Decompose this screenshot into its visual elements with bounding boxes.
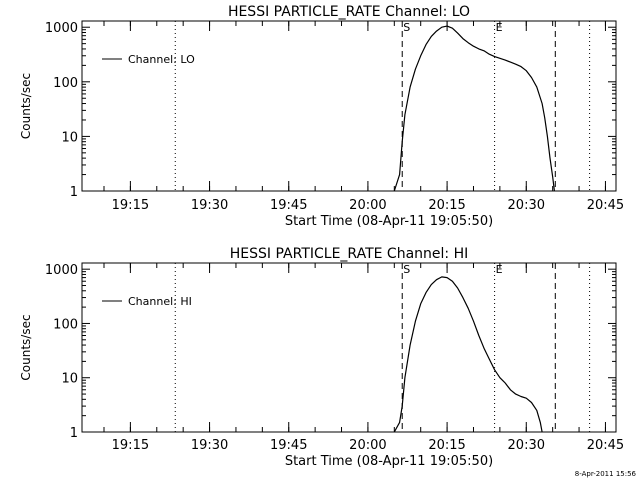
x-tick-label: 20:30 — [508, 198, 545, 213]
x-axis-label: Start Time (08-Apr-11 19:05:50) — [285, 214, 493, 229]
x-tick-label: 19:30 — [191, 438, 228, 453]
x-tick-label: 19:30 — [191, 198, 228, 213]
plot-frame — [81, 20, 617, 192]
x-axis-label: Start Time (08-Apr-11 19:05:50) — [285, 454, 493, 469]
series-line — [393, 276, 543, 433]
generation-timestamp: 8-Apr-2011 15:56 — [575, 470, 637, 478]
x-tick-label: 20:30 — [508, 438, 545, 453]
x-tick-label: 19:45 — [270, 438, 307, 453]
chart-title: HESSI PARTICLE_RATE Channel: HI — [230, 246, 468, 262]
x-tick-label: 20:45 — [587, 198, 624, 213]
y-tick-label: 1 — [70, 185, 78, 200]
y-tick-label: 1000 — [45, 21, 78, 36]
y-tick-label: 1 — [70, 426, 78, 441]
legend-label: Channel: HI — [128, 295, 192, 308]
y-tick-label: 1000 — [45, 263, 78, 278]
x-tick-label: 20:15 — [428, 438, 465, 453]
marker-label: E — [496, 21, 503, 34]
x-tick-label: 19:45 — [270, 198, 307, 213]
y-tick-label: 100 — [53, 317, 78, 332]
panel-hi: HESSI PARTICLE_RATE Channel: HI Counts/se… — [19, 246, 624, 469]
y-tick-label: 100 — [53, 76, 78, 91]
y-tick-label: 10 — [61, 130, 78, 145]
marker-label: S — [403, 21, 410, 34]
x-tick-label: 20:00 — [349, 438, 386, 453]
panel-lo: HESSI PARTICLE_RATE Channel: LO Counts/se… — [19, 4, 624, 229]
y-axis-label: Counts/sec — [19, 314, 33, 380]
chart-title: HESSI PARTICLE_RATE Channel: LO — [228, 4, 470, 20]
y-tick-label: 10 — [61, 372, 78, 387]
marker-label: E — [496, 263, 503, 276]
x-tick-label: 20:15 — [428, 198, 465, 213]
y-axis-label: Counts/sec — [19, 73, 33, 139]
legend-label: Channel: LO — [128, 53, 195, 66]
x-tick-label: 19:15 — [112, 198, 149, 213]
x-tick-label: 20:45 — [587, 438, 624, 453]
plot-frame — [81, 262, 617, 433]
x-tick-label: 20:00 — [349, 198, 386, 213]
series-line — [393, 25, 555, 192]
marker-label: S — [403, 263, 410, 276]
x-tick-label: 19:15 — [112, 438, 149, 453]
